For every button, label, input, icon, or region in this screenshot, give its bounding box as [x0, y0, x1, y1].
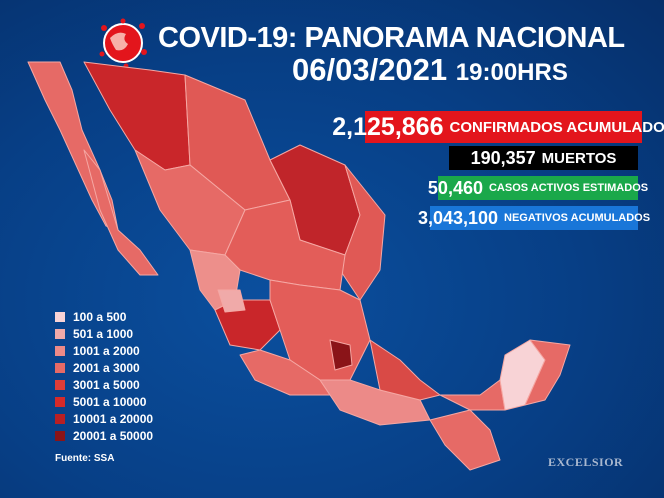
legend-item: 5001 a 10000 — [55, 393, 153, 410]
legend-item: 3001 a 5000 — [55, 376, 153, 393]
state-region — [439, 379, 506, 411]
legend-label: 5001 a 10000 — [73, 394, 147, 409]
legend-item: 100 a 500 — [55, 308, 153, 325]
date: 06/03/2021 — [292, 52, 448, 87]
legend-item: 10001 a 20000 — [55, 410, 153, 427]
legend-item: 1001 a 2000 — [55, 342, 153, 359]
time: 19:00HRS — [455, 59, 568, 86]
legend-swatch — [55, 396, 65, 407]
excelsior-logo: EXCELSIOR — [548, 455, 624, 469]
legend-label: 2001 a 3000 — [73, 360, 140, 375]
legend-label: 20001 a 50000 — [73, 428, 154, 443]
legend-label: 100 a 500 — [73, 309, 127, 324]
state-region — [429, 409, 501, 471]
state-region — [319, 379, 431, 426]
state-region — [339, 164, 386, 301]
state-region — [329, 339, 353, 371]
state-region — [524, 339, 571, 406]
page-title: COVID-19: PANORAMA NACIONAL — [158, 22, 625, 54]
legend-swatch — [55, 311, 65, 322]
stat-value: 3,043,100 — [417, 207, 499, 228]
stat-deaths: 190,357 MUERTOS — [449, 146, 638, 170]
legend-swatch — [55, 328, 65, 339]
legend-swatch — [55, 430, 65, 441]
legend-swatch — [55, 379, 65, 390]
state-region — [217, 289, 246, 313]
legend-label: 501 a 1000 — [73, 326, 134, 341]
stat-label: MUERTOS — [541, 149, 617, 167]
legend-swatch — [55, 345, 65, 356]
legend-label: 10001 a 20000 — [73, 411, 154, 426]
stat-label: CONFIRMADOS ACUMULADOS — [449, 118, 664, 136]
stat-value: 2,125,866 — [332, 112, 444, 141]
stat-negative: 3,043,100 NEGATIVOS ACUMULADOS — [418, 206, 650, 230]
legend-swatch — [55, 413, 65, 424]
stat-value: 190,357 — [470, 147, 536, 168]
coronavirus-globe-icon — [99, 18, 147, 68]
map-legend: 100 a 500 501 a 1000 1001 a 2000 2001 a 300… — [55, 308, 153, 444]
legend-item: 2001 a 3000 — [55, 359, 153, 376]
stat-active: 50,460 CASOS ACTIVOS ESTIMADOS — [428, 176, 648, 200]
stat-value: 50,460 — [427, 177, 483, 198]
legend-item: 20001 a 50000 — [55, 427, 153, 444]
stat-confirmed: 2,125,866 CONFIRMADOS ACUMULADOS — [332, 111, 664, 143]
source-note: Fuente: SSA — [55, 453, 115, 464]
legend-label: 3001 a 5000 — [73, 377, 140, 392]
date-time: 06/03/2021 19:00HRS — [292, 52, 568, 88]
legend-label: 1001 a 2000 — [73, 343, 140, 358]
legend-item: 501 a 1000 — [55, 325, 153, 342]
state-region — [83, 149, 159, 276]
stat-label: CASOS ACTIVOS ESTIMADOS — [488, 182, 649, 194]
stat-label: NEGATIVOS ACUMULADOS — [504, 212, 651, 224]
legend-swatch — [55, 362, 65, 373]
